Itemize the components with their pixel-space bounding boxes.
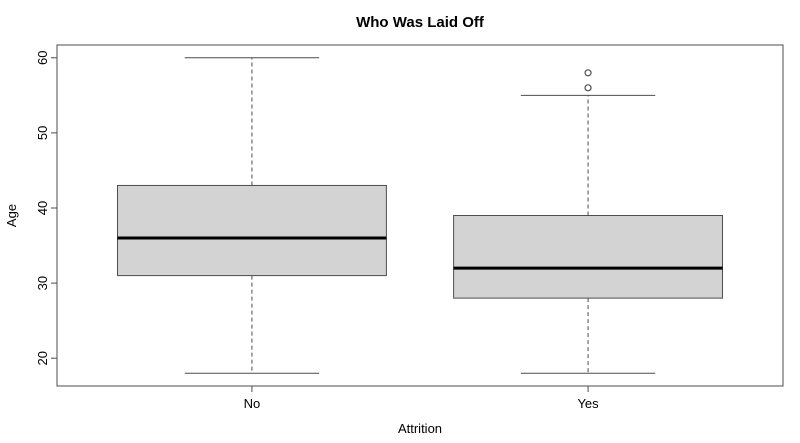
y-tick-label: 40	[35, 201, 50, 215]
x-tick-label: Yes	[577, 396, 599, 411]
boxplot-yes	[453, 69, 723, 374]
y-tick-label: 50	[35, 126, 50, 140]
y-axis: 20 30 40 50 60	[35, 51, 57, 365]
plot-frame	[56, 44, 784, 387]
y-tick-label: 30	[35, 276, 50, 290]
x-axis: No Yes	[244, 386, 599, 411]
y-tick-label: 20	[35, 351, 50, 365]
iqr-box	[453, 215, 723, 299]
x-tick-label: No	[244, 396, 261, 411]
y-axis-label: Age	[4, 204, 19, 227]
outlier-point	[584, 69, 592, 77]
x-axis-label: Attrition	[398, 421, 442, 436]
y-tick-label: 60	[35, 51, 50, 65]
chart-title: Who Was Laid Off	[356, 14, 485, 31]
boxplots	[117, 57, 723, 374]
boxplot-no	[117, 57, 387, 374]
iqr-box	[117, 184, 387, 277]
outlier-point	[584, 84, 592, 92]
